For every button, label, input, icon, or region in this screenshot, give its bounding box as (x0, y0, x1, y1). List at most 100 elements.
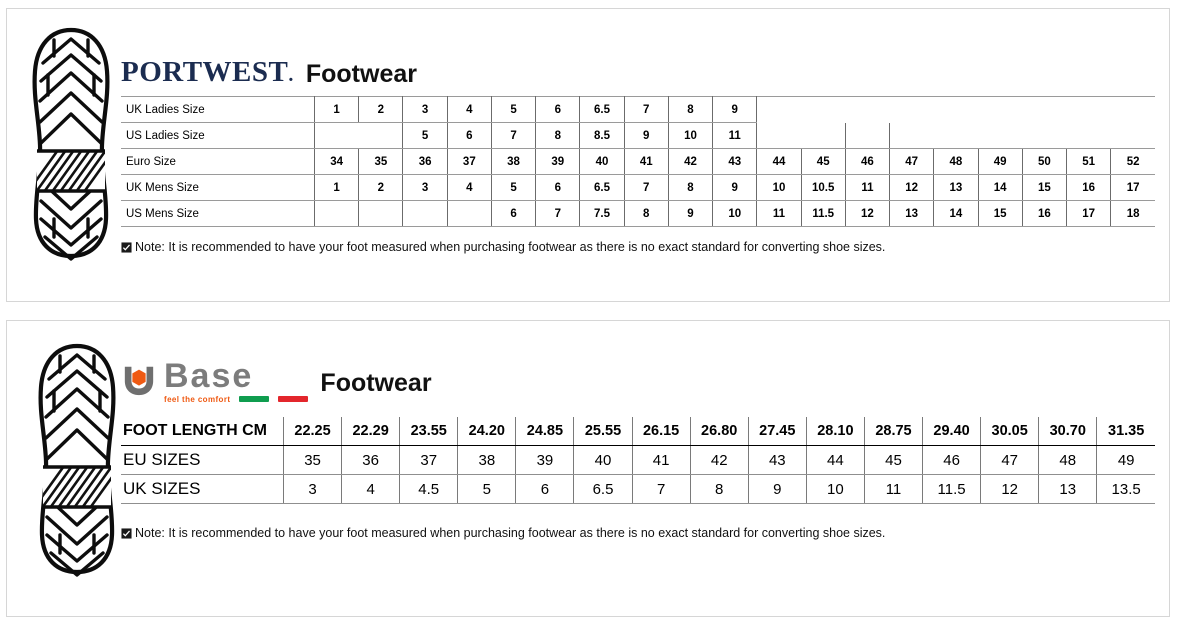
table-row: EU SIZES 35 36 37 38 39 40 41 42 43 44 4… (121, 445, 1155, 475)
cell: 39 (515, 445, 575, 475)
cell: 49 (1096, 445, 1155, 475)
cell: 37 (399, 445, 459, 475)
cell: 12 (889, 174, 935, 201)
base-hexagon-icon (121, 363, 157, 397)
cell (447, 200, 492, 227)
cell-empty (1066, 122, 1111, 149)
cell: 4 (447, 96, 492, 123)
cell: 11 (864, 474, 924, 504)
cell-empty (978, 122, 1023, 149)
cell: 11 (845, 174, 891, 201)
cell: 35 (358, 148, 404, 175)
cell-empty (801, 122, 846, 149)
cell: 10 (756, 174, 802, 201)
cell-empty (1022, 122, 1067, 149)
cell: 1 (314, 96, 360, 123)
cell-empty (756, 96, 802, 123)
cell: 9 (668, 200, 714, 227)
cell-empty (1022, 96, 1067, 123)
cell: 22.25 (283, 417, 343, 446)
row-label: UK SIZES (121, 474, 284, 504)
cell: 4 (341, 474, 401, 504)
cell: 40 (573, 445, 633, 475)
cell (314, 122, 359, 149)
cell: 30.05 (980, 417, 1040, 446)
cell: 8 (624, 200, 669, 227)
cell: 27.45 (748, 417, 807, 446)
cell: 7.5 (579, 200, 625, 227)
cell-empty (933, 96, 979, 123)
cell: 13 (933, 174, 979, 201)
cell: 17 (1110, 174, 1155, 201)
italy-flag-green-bar (239, 396, 270, 403)
cell-empty (845, 96, 890, 123)
cell (358, 122, 404, 149)
cell: 4.5 (399, 474, 459, 504)
cell: 5 (491, 96, 537, 123)
cell: 11.5 (801, 200, 846, 227)
cell-empty (845, 122, 891, 149)
cell: 48 (933, 148, 979, 175)
cell: 6 (491, 200, 537, 227)
cell-empty (1110, 122, 1155, 149)
cell: 50 (1022, 148, 1067, 175)
cell: 2 (358, 174, 404, 201)
cell: 6 (535, 174, 581, 201)
cell-empty (978, 96, 1023, 123)
cell: 9 (624, 122, 669, 149)
cell: 7 (535, 200, 581, 227)
cell: 14 (978, 174, 1023, 201)
cell: 37 (447, 148, 492, 175)
cell: 12 (980, 474, 1040, 504)
shoe-sole-icon (21, 23, 121, 263)
cell: 8.5 (579, 122, 625, 149)
cell: 51 (1066, 148, 1112, 175)
cell: 48 (1038, 445, 1098, 475)
cell: 15 (978, 200, 1023, 227)
cell: 9 (748, 474, 807, 504)
cell: 17 (1066, 200, 1112, 227)
cell: 3 (402, 174, 448, 201)
cell: 43 (712, 148, 758, 175)
cell: 6 (447, 122, 492, 149)
cell: 31.35 (1096, 417, 1155, 446)
cell: 38 (457, 445, 517, 475)
cell: 28.75 (864, 417, 924, 446)
cell-empty (889, 122, 934, 149)
cell: 8 (668, 174, 714, 201)
cell: 6.5 (573, 474, 633, 504)
cell: 40 (579, 148, 625, 175)
row-label: US Ladies Size (121, 122, 315, 149)
cell: 15 (1022, 174, 1067, 201)
cell: 4 (447, 174, 492, 201)
cell: 49 (978, 148, 1023, 175)
cell: 46 (922, 445, 982, 475)
base-logo-text: Base (164, 357, 254, 396)
base-size-table: FOOT LENGTH CM 22.25 22.29 23.55 24.20 2… (121, 417, 1155, 504)
portwest-size-chart-panel: PORTWEST. Footwear UK Ladies Size 1 2 3 … (6, 8, 1170, 302)
cell-empty (756, 122, 802, 149)
cell: 14 (933, 200, 979, 227)
cell: 22.29 (341, 417, 401, 446)
cell: 42 (668, 148, 714, 175)
cell: 5 (402, 122, 448, 149)
cell (402, 200, 448, 227)
cell: 10.5 (801, 174, 846, 201)
cell: 39 (535, 148, 581, 175)
table-row: UK Ladies Size 1 2 3 4 5 6 6.5 7 8 9 (121, 96, 1155, 123)
cell: 52 (1110, 148, 1155, 175)
cell: 36 (402, 148, 448, 175)
cell: 6.5 (579, 96, 625, 123)
cell: 38 (491, 148, 537, 175)
table-row: UK Mens Size 1 2 3 4 5 6 6.5 7 8 9 10 10… (121, 174, 1155, 201)
cell: 36 (341, 445, 401, 475)
cell: 11 (756, 200, 802, 227)
cell: 46 (845, 148, 891, 175)
cell: 26.15 (632, 417, 691, 446)
row-label: UK Mens Size (121, 174, 315, 201)
checkbox-checked-icon (121, 528, 132, 539)
cell: 10 (806, 474, 865, 504)
cell-empty (1066, 96, 1111, 123)
cell: 44 (756, 148, 802, 175)
table-row: US Ladies Size 5 6 7 8 8.5 9 10 11 (121, 122, 1155, 149)
